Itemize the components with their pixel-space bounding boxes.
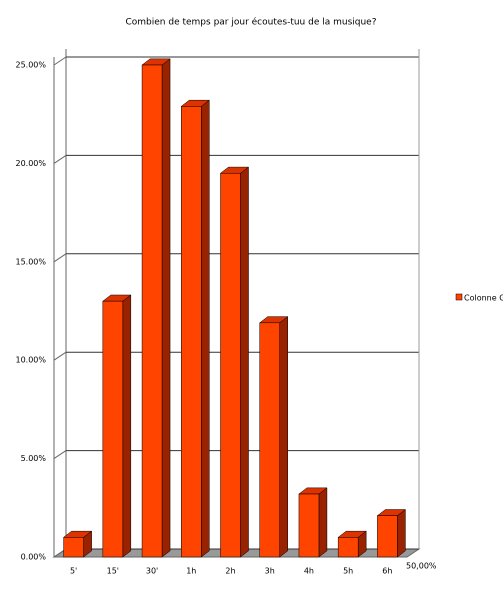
legend-label: Colonne G (464, 294, 503, 303)
y-tick-label: 10.00% (15, 356, 46, 365)
bar (259, 322, 280, 558)
bar (141, 64, 163, 558)
bar (337, 537, 359, 558)
bar-side (122, 294, 132, 558)
x-tick-label: 5h (343, 567, 353, 576)
bar-side (397, 509, 406, 558)
bar-side (201, 99, 210, 558)
grid-line-wall (53, 351, 67, 361)
bar (377, 515, 398, 558)
legend-swatch (455, 293, 463, 301)
grid-line-wall (53, 154, 67, 164)
bar-side (240, 166, 249, 558)
y-tick-label: 20.00% (15, 159, 46, 168)
y-tick-label: 5.00% (21, 454, 47, 463)
x-tick-label: 4h (304, 567, 314, 576)
bar (298, 493, 320, 558)
bar (102, 300, 124, 558)
x-tick-label: 30' (146, 567, 158, 576)
x-tick-label: 5' (70, 567, 77, 576)
y-tick-label: 25.00% (15, 61, 46, 70)
x-tick-label: 1h (186, 567, 196, 576)
grid-line-wall (53, 253, 67, 263)
x-tick-label: 3h (265, 567, 275, 576)
annotation: 50,00% (406, 562, 437, 571)
bar-side (161, 58, 171, 558)
chart-title: Combien de temps par jour écoutes-tuu de… (125, 17, 376, 28)
bar (181, 106, 202, 558)
grid-line-wall (53, 56, 67, 66)
x-tick-label: 6h (382, 567, 392, 576)
grid-line-wall (53, 450, 67, 460)
bar (220, 172, 241, 558)
bar-side (318, 487, 328, 558)
y-tick-label: 0.00% (21, 553, 47, 562)
bar (63, 537, 84, 558)
bar-side (279, 316, 288, 558)
x-tick-label: 2h (225, 567, 235, 576)
y-tick-label: 15.00% (15, 257, 46, 266)
x-tick-label: 15' (107, 567, 119, 576)
